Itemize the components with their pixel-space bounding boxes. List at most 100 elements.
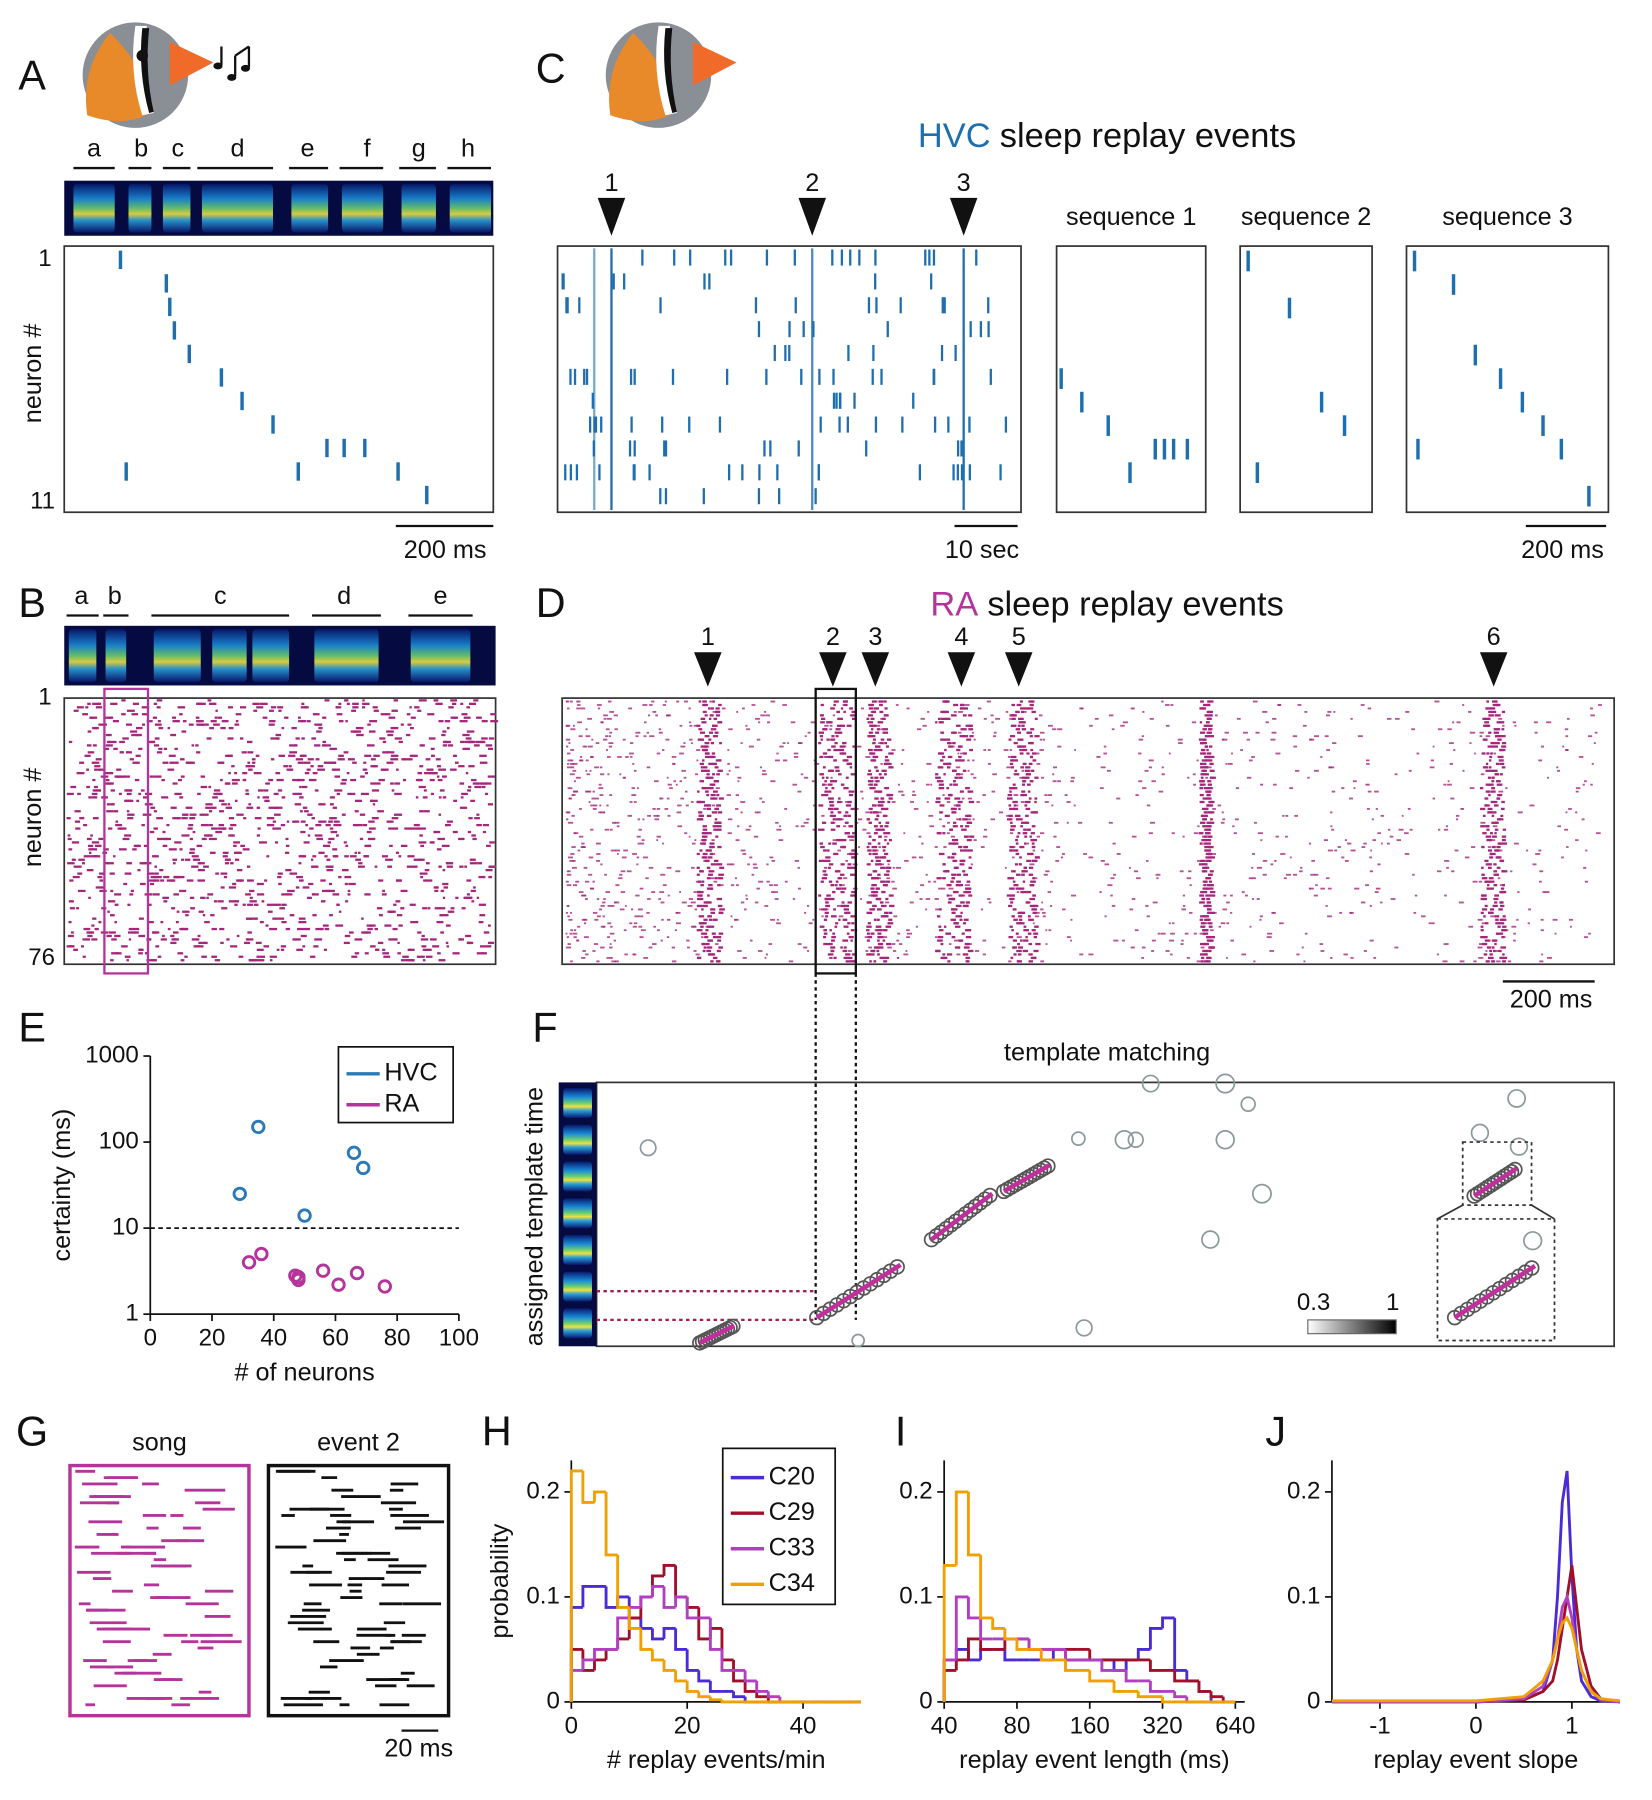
histogram-step <box>1148 1680 1163 1693</box>
histogram-step <box>942 1668 957 1702</box>
histogram-step <box>1161 1616 1175 1629</box>
inset-box <box>1461 1141 1533 1207</box>
syllable-energy <box>341 184 384 233</box>
histogram-step <box>685 1596 699 1620</box>
y-axis-label: certainty (ms) <box>48 1109 76 1262</box>
x-tick-label: 80 <box>1004 1713 1031 1740</box>
match-point <box>1075 1319 1093 1337</box>
event-marker <box>861 652 890 687</box>
match-point <box>639 1139 657 1157</box>
syllable-energy <box>291 184 329 233</box>
histogram-step <box>1027 1638 1042 1651</box>
histogram-step <box>1064 1649 1078 1662</box>
match-point <box>1141 1074 1160 1093</box>
event-number: 6 <box>1487 623 1501 651</box>
raster-frame <box>63 245 495 514</box>
match-point <box>923 1231 940 1248</box>
histogram-step <box>1136 1647 1151 1660</box>
histogram-step <box>1197 1680 1212 1693</box>
match-line <box>1472 1166 1518 1198</box>
match-point <box>928 1228 945 1244</box>
match-point <box>1201 1230 1220 1249</box>
match-point <box>948 1213 964 1229</box>
syllable-energy <box>201 184 274 233</box>
match-point <box>1036 1160 1052 1176</box>
histogram-step <box>720 1649 734 1672</box>
histogram-step <box>755 1691 769 1699</box>
histogram-step <box>1185 1670 1199 1683</box>
y-tick-label: 0.1 <box>899 1582 932 1609</box>
match-point <box>1523 1231 1543 1251</box>
match-point <box>1040 1158 1056 1174</box>
legend-label: HVC <box>384 1058 437 1086</box>
histogram-step <box>604 1647 618 1660</box>
x-tick-label: 60 <box>322 1325 349 1352</box>
scalebar-label: 200 ms <box>1510 986 1593 1014</box>
event-marker <box>694 652 722 687</box>
syllable-label: a <box>74 582 89 610</box>
title-highlight: RA <box>930 585 978 623</box>
point <box>232 1186 247 1202</box>
syllable-energy <box>449 184 492 233</box>
sequence-label: sequence 2 <box>1241 203 1371 231</box>
histogram-step <box>979 1617 993 1641</box>
histogram-step <box>685 1649 699 1672</box>
syllable-energy <box>314 629 379 683</box>
histogram-step <box>685 1680 699 1693</box>
histogram-step <box>639 1628 653 1651</box>
raster-frame <box>1239 245 1373 514</box>
histogram-step <box>593 1490 607 1503</box>
histogram-step <box>743 1680 757 1693</box>
label: 1 <box>38 245 51 272</box>
histogram-step <box>720 1699 734 1704</box>
histogram-step <box>979 1638 993 1651</box>
syllable-energy <box>563 1234 592 1265</box>
event-number: 2 <box>826 623 840 651</box>
histogram-step <box>1051 1647 1066 1660</box>
syllable-energy <box>73 184 115 233</box>
histogram-step <box>662 1563 676 1576</box>
histogram-step <box>979 1647 993 1660</box>
scalebar-label: 20 ms <box>384 1735 453 1763</box>
histogram-step <box>954 1595 969 1660</box>
match-point <box>938 1220 954 1237</box>
match-point <box>977 1191 993 1207</box>
x-tick-label: 40 <box>790 1713 817 1740</box>
match-point <box>1524 1260 1540 1276</box>
match-point <box>1032 1162 1049 1179</box>
point <box>346 1145 362 1160</box>
panel-title: RA sleep replay events <box>930 585 1283 623</box>
x-tick-label: 320 <box>1142 1713 1182 1740</box>
axis-label: neuron # <box>19 768 47 868</box>
histogram-step <box>1112 1659 1127 1672</box>
histogram-step <box>732 1691 746 1699</box>
histogram-step <box>766 1691 780 1699</box>
x-axis-label: # of neurons <box>234 1358 374 1386</box>
match-point <box>1507 1089 1527 1108</box>
scalebar-label: 10 sec <box>945 536 1019 564</box>
syllable-label: c <box>214 582 227 610</box>
histogram-step <box>616 1637 630 1650</box>
match-point <box>1507 1161 1523 1178</box>
histogram-step <box>674 1628 688 1651</box>
histogram-step <box>967 1637 981 1660</box>
histogram-step <box>685 1596 699 1609</box>
scalebar-label: 200 ms <box>404 536 487 564</box>
histogram-step <box>1173 1670 1187 1683</box>
event-number: 3 <box>957 169 971 197</box>
histogram-step <box>967 1649 981 1662</box>
panel-label: J <box>1265 1409 1286 1455</box>
histogram-step <box>662 1586 676 1609</box>
point <box>241 1255 257 1270</box>
histogram-step <box>708 1617 722 1651</box>
histogram-step <box>650 1584 665 1597</box>
syllable-label: f <box>364 134 372 162</box>
histogram-step <box>954 1658 969 1671</box>
histogram-step <box>1088 1649 1102 1662</box>
histogram-step <box>674 1670 688 1683</box>
panel-title: HVC sleep replay events <box>918 117 1296 155</box>
point <box>291 1269 306 1285</box>
syllable-energy <box>105 629 127 683</box>
